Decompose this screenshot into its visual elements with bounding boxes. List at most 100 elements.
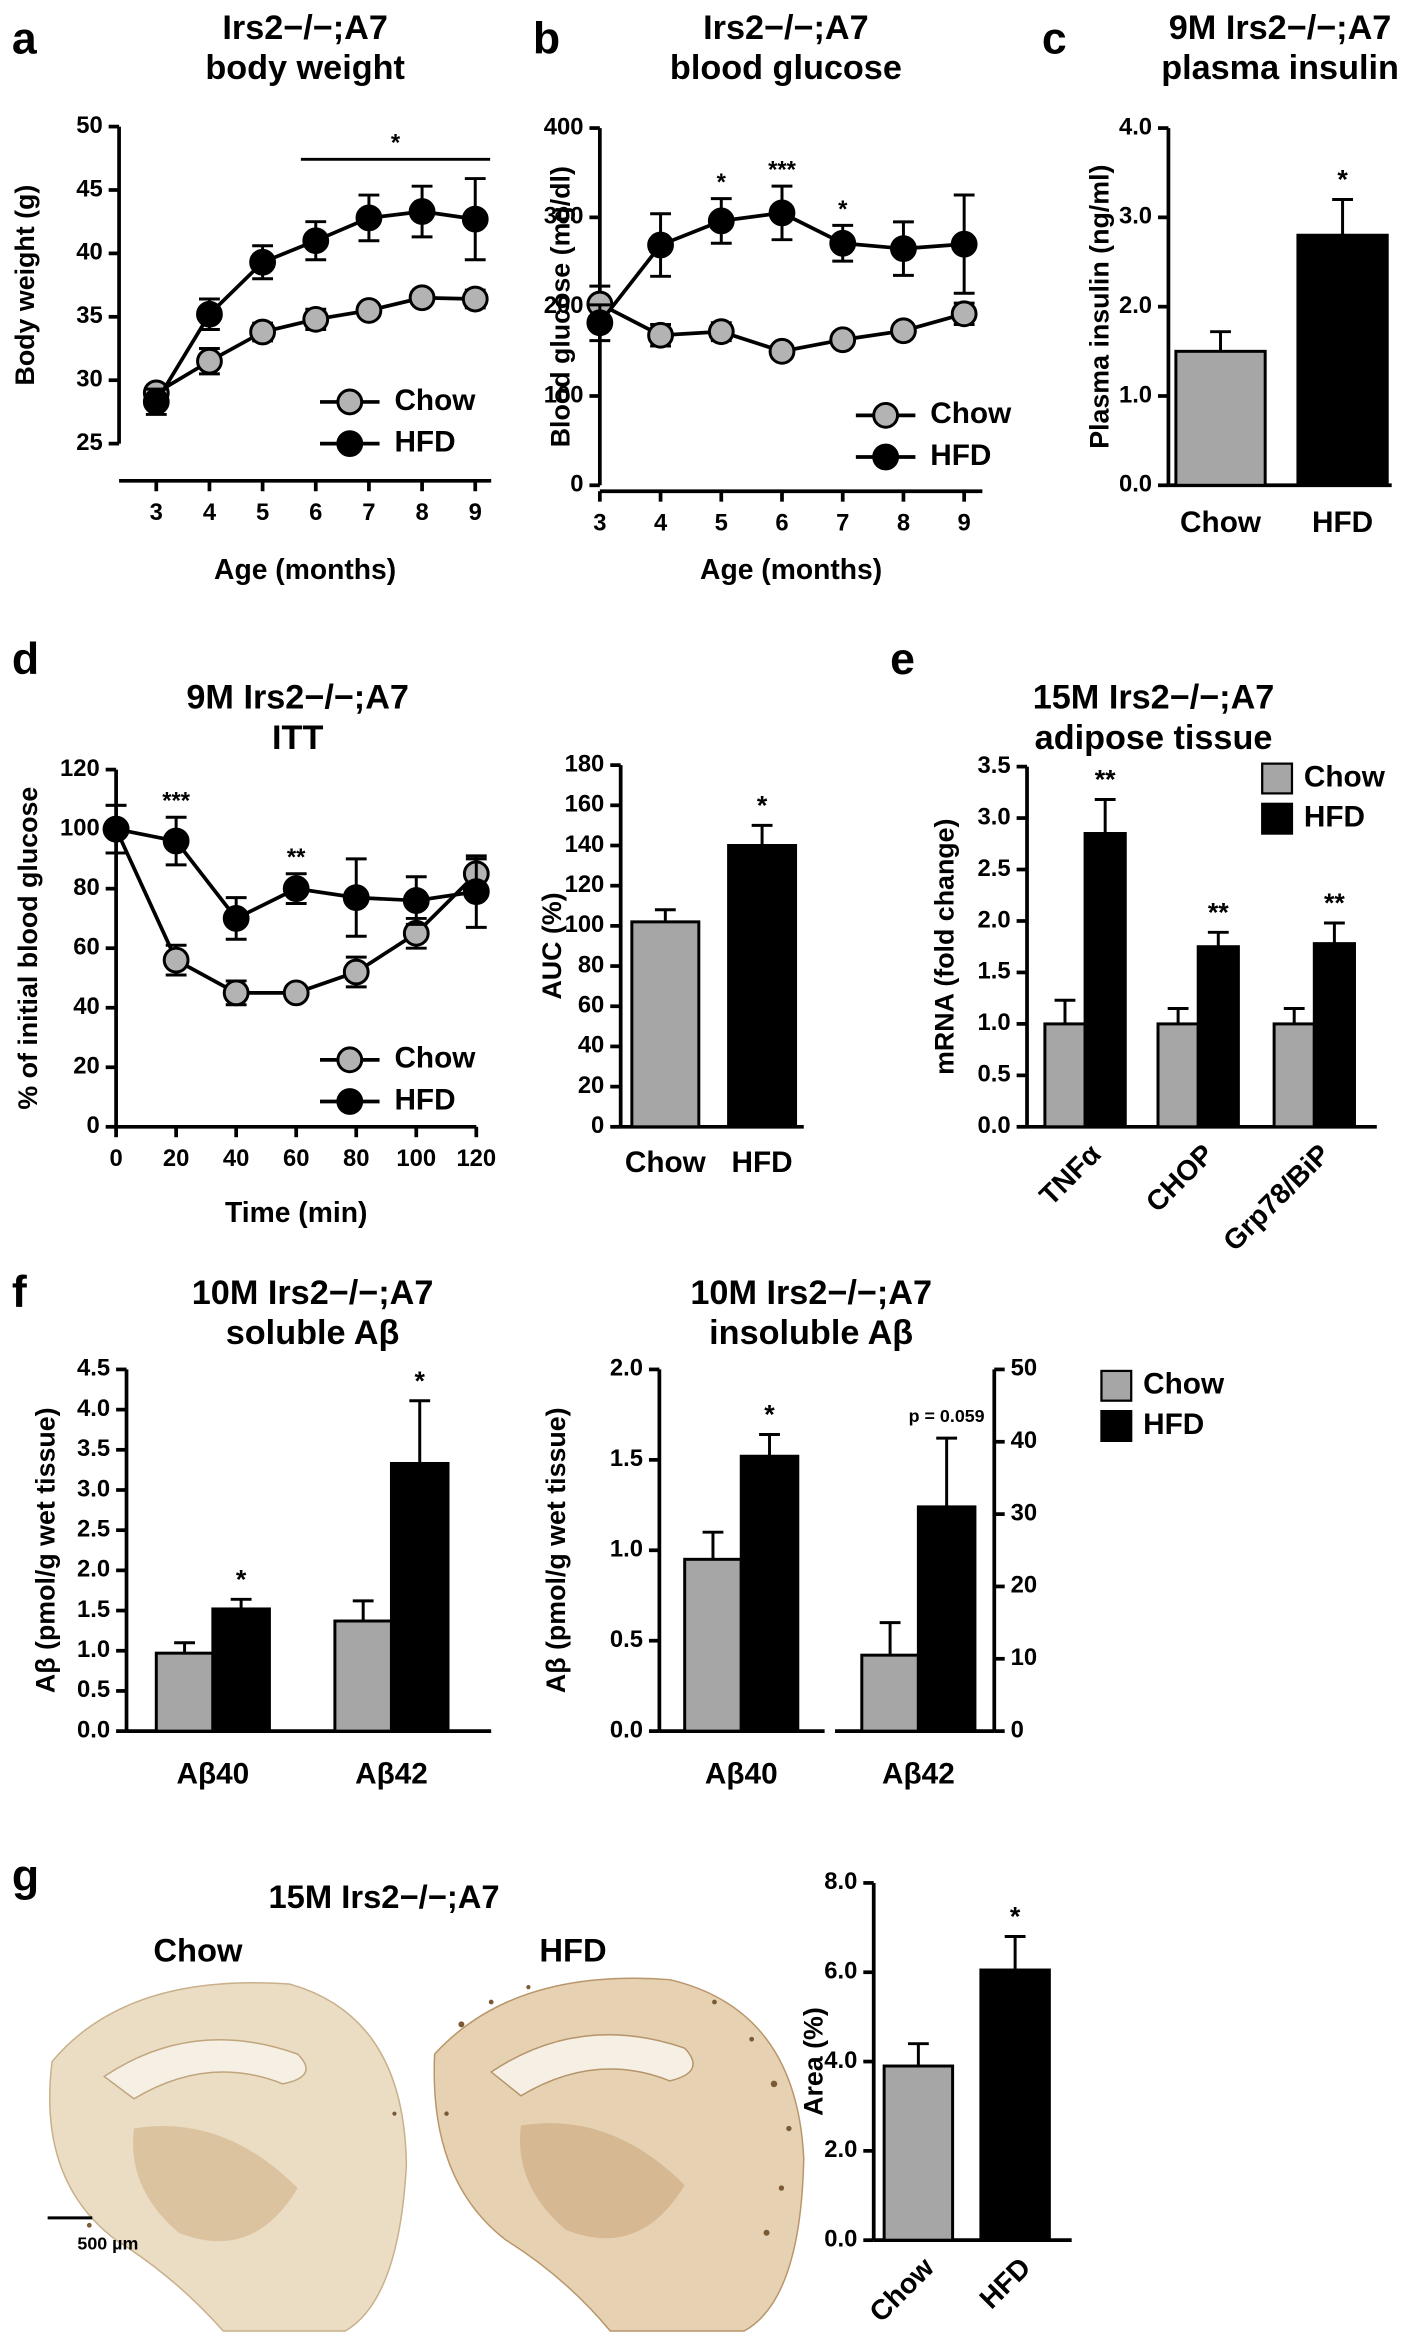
significance: *** xyxy=(768,157,797,184)
micrographs: g 15M Irs2−/−;A7 Chow HFD 500 µm xyxy=(12,1851,805,2332)
x-tick-label: Grp78/BiP xyxy=(1216,1138,1335,1257)
y-tick-label: 3.0 xyxy=(1119,203,1152,230)
point xyxy=(768,337,796,365)
point xyxy=(222,905,250,932)
point xyxy=(342,958,370,986)
legend-marker xyxy=(872,401,900,429)
legend-marker xyxy=(336,430,364,458)
x-axis-label: Age (months) xyxy=(214,553,396,585)
panel-letter: c xyxy=(1042,15,1067,64)
y-tick-label: 3.0 xyxy=(77,1475,110,1502)
y-tick-label: 100 xyxy=(544,381,584,408)
legend-label: Chow xyxy=(930,397,1012,430)
point xyxy=(249,318,277,346)
panel-letter: g xyxy=(12,1851,39,1900)
x-tick-label: 8 xyxy=(897,509,910,536)
y-tick-label: 200 xyxy=(544,292,584,319)
bar xyxy=(1272,1022,1316,1129)
x-tick-label: 8 xyxy=(415,499,428,526)
chart-title: 10M Irs2−/−;A7 xyxy=(690,1274,932,1312)
y-tick-label: 20 xyxy=(1011,1572,1037,1599)
chart-title: adipose tissue xyxy=(1035,719,1273,757)
point xyxy=(102,815,130,843)
panel-letter: b xyxy=(533,15,560,64)
legend-label: Chow xyxy=(394,1042,476,1075)
bar xyxy=(1196,945,1240,1129)
y-tick-label: 6.0 xyxy=(824,1958,857,1985)
point xyxy=(461,285,489,313)
chart-title: Irs2−/−;A7 xyxy=(222,9,387,47)
point xyxy=(222,979,250,1007)
point xyxy=(302,227,330,255)
bar xyxy=(1156,1022,1200,1129)
point xyxy=(707,318,735,346)
bar xyxy=(1312,942,1356,1129)
legend-label: HFD xyxy=(1143,1408,1204,1441)
x-tick-label: Aβ40 xyxy=(176,1758,249,1791)
point xyxy=(890,317,917,345)
y-tick-label: 0 xyxy=(86,1112,99,1139)
y-tick-label: 50 xyxy=(1011,1355,1037,1382)
point xyxy=(586,309,614,337)
significance: * xyxy=(1337,165,1348,195)
significance: * xyxy=(1010,1902,1021,1932)
bar xyxy=(882,2064,955,2242)
point xyxy=(196,300,223,328)
bar xyxy=(333,1619,393,1733)
x-tick-label: Aβ42 xyxy=(355,1758,428,1791)
micrograph-title: 15M Irs2−/−;A7 xyxy=(268,1878,499,1915)
y-tick-label: 50 xyxy=(76,112,102,139)
point xyxy=(408,198,436,225)
y-tick-label: 2.0 xyxy=(610,1355,643,1382)
x-tick-label: 100 xyxy=(396,1145,436,1172)
y-tick-label: 120 xyxy=(60,755,100,782)
x-axis-label: Time (min) xyxy=(225,1196,367,1228)
y-tick-label: 1.0 xyxy=(1119,381,1152,408)
significance: * xyxy=(764,1400,775,1430)
y-tick-label: 4.0 xyxy=(77,1395,110,1422)
legend-swatch xyxy=(1261,762,1294,795)
point xyxy=(196,347,223,375)
y-tick-label: 2.0 xyxy=(1119,292,1152,319)
y-tick-label: 40 xyxy=(1011,1427,1037,1454)
x-tick-label: Aβ42 xyxy=(882,1758,955,1791)
y-axis-label: Body weight (g) xyxy=(10,185,40,386)
y-tick-label: 100 xyxy=(565,911,605,938)
significance: *** xyxy=(162,788,191,815)
point xyxy=(162,827,190,855)
x-tick-label: 9 xyxy=(958,509,971,536)
point xyxy=(355,204,383,232)
y-axis-label: Plasma insulin (ng/ml) xyxy=(1085,165,1115,449)
y-tick-label: 1.0 xyxy=(610,1536,643,1563)
bar xyxy=(211,1607,271,1733)
y-tick-label: 0.5 xyxy=(610,1626,643,1653)
y-tick-label: 30 xyxy=(76,366,102,393)
y-tick-label: 1.5 xyxy=(610,1445,643,1472)
legend-label: HFD xyxy=(394,425,455,458)
significance: * xyxy=(838,196,848,223)
legend-label: Chow xyxy=(394,384,476,417)
x-tick-label: 5 xyxy=(715,509,728,536)
chart-title: body weight xyxy=(205,49,405,87)
y-axis-label: mRNA (fold change) xyxy=(930,819,960,1075)
x-tick-label: 60 xyxy=(283,1145,309,1172)
y-tick-label: 4.0 xyxy=(824,2047,857,2074)
x-tick-label: 7 xyxy=(362,499,375,526)
y-tick-label: 2.0 xyxy=(978,906,1011,933)
point xyxy=(829,326,857,354)
x-tick-label: 6 xyxy=(309,499,322,526)
y-tick-label: 100 xyxy=(60,814,100,841)
hippocampus xyxy=(102,2039,307,2100)
legend-label: HFD xyxy=(1304,801,1365,834)
legend-label: HFD xyxy=(930,439,991,472)
significance: ** xyxy=(1208,898,1229,928)
y-tick-label: 0.0 xyxy=(1119,471,1152,498)
micrograph-label: HFD xyxy=(539,1932,606,1969)
chart-title: 10M Irs2−/−;A7 xyxy=(192,1274,434,1312)
point xyxy=(142,388,170,416)
y-tick-label: 40 xyxy=(73,993,99,1020)
point xyxy=(249,248,277,276)
y-tick-label: 0.0 xyxy=(77,1716,110,1743)
y-tick-label: 140 xyxy=(565,831,605,858)
